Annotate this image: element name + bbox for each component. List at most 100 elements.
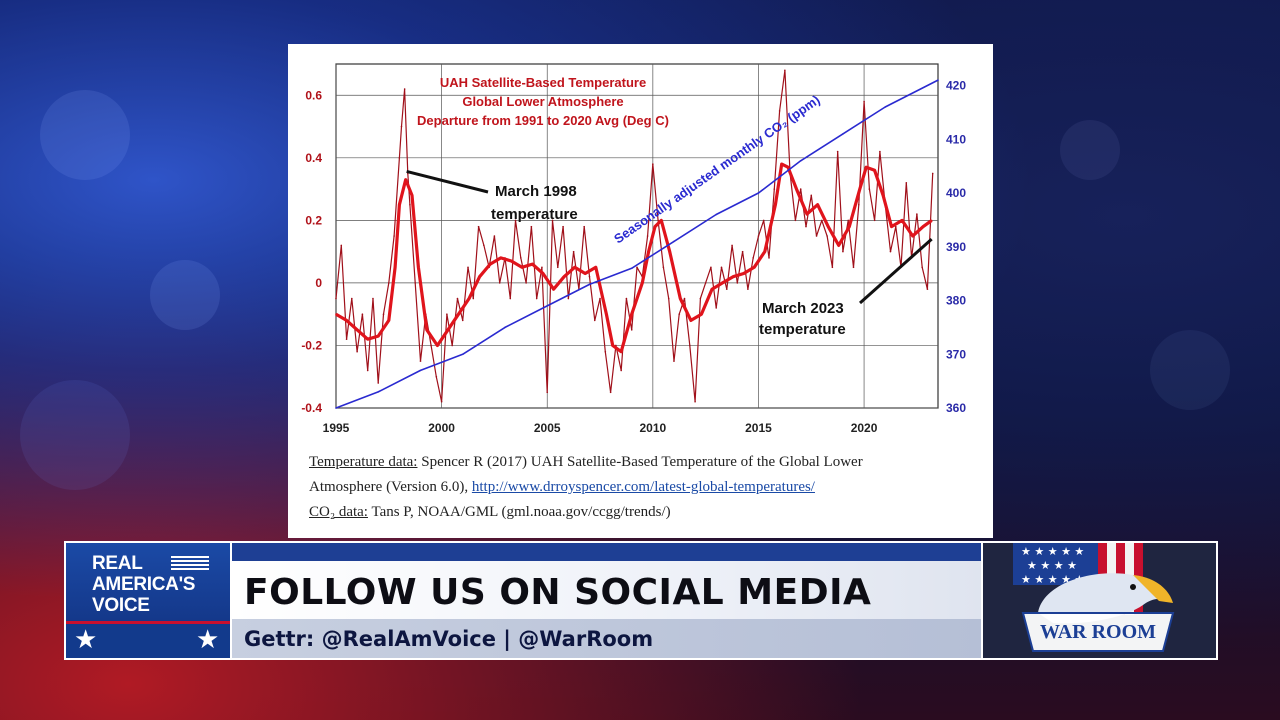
series-point: [700, 313, 703, 315]
series-point: [542, 272, 544, 275]
series-point: [747, 288, 749, 290]
series-point: [620, 350, 622, 353]
annotation-arrow: [406, 170, 489, 194]
series-point: [504, 326, 506, 329]
y2-tick-label: 410: [946, 132, 966, 146]
series-point: [694, 400, 696, 403]
star-icon: ★: [74, 625, 98, 655]
series-point: [398, 203, 401, 206]
series-point: [520, 257, 522, 259]
co2-credit-label: CO₂ data:: [309, 504, 368, 520]
series-point: [393, 235, 395, 237]
series-point: [884, 106, 886, 108]
series-point: [335, 407, 337, 409]
series-point: [763, 250, 766, 253]
series-point: [345, 319, 348, 322]
series-point: [419, 360, 422, 362]
series-point: [541, 266, 543, 269]
logo-red-stripe: [66, 621, 230, 624]
series-point: [742, 272, 745, 275]
y2-tick-label: 380: [946, 294, 966, 308]
series-point: [784, 69, 786, 72]
y-tick-label: 0.4: [305, 151, 322, 165]
series-point: [916, 213, 918, 215]
real-americas-voice-logo: REAL AMERICA'S VOICE ★ ★: [66, 543, 230, 658]
y2-tick-label: 370: [946, 347, 966, 361]
series-point: [842, 250, 844, 253]
eagle-icon: ★ ★ ★ ★ ★ ★ ★ ★ ★ ★ ★ ★ ★ ★: [983, 543, 1216, 658]
chart-figure: UAH Satellite-Based Temperature Global L…: [288, 44, 993, 538]
series-point: [351, 297, 353, 300]
series-point: [879, 150, 881, 153]
series-point: [461, 353, 464, 356]
svg-text:★ ★ ★ ★ ★: ★ ★ ★ ★ ★: [1021, 545, 1084, 558]
chart-subtitle-line: Global Lower Atmosphere: [462, 94, 623, 109]
series-point: [889, 250, 892, 253]
series-point: [583, 225, 585, 228]
series-point: [816, 203, 819, 206]
series-point: [563, 275, 565, 278]
logo-text-line: AMERICA'S: [92, 574, 196, 595]
series-point: [377, 335, 380, 337]
series-point: [356, 329, 358, 331]
series-point: [762, 219, 765, 222]
series-point: [388, 282, 390, 284]
series-point: [799, 188, 802, 190]
x-tick-label: 2010: [639, 421, 666, 435]
y-tick-label: -0.4: [301, 401, 322, 415]
annotation-1998-line2: temperature: [491, 206, 578, 223]
series-point: [472, 297, 475, 300]
y-tick-label: -0.2: [301, 338, 322, 352]
series-point: [335, 297, 337, 300]
series-point: [778, 110, 781, 112]
series-line: [335, 79, 939, 409]
series-point: [911, 235, 914, 237]
co2-credit-text: Tans P, NOAA/GML (gml.noaa.gov/ccgg/tren…: [367, 504, 671, 520]
series-point: [865, 166, 867, 168]
series-point: [409, 203, 411, 206]
series-point: [673, 360, 675, 362]
series-point: [417, 266, 420, 269]
series-point: [721, 282, 724, 284]
series-point: [411, 194, 413, 197]
y2-tick-label: 400: [946, 186, 966, 200]
series-point: [572, 250, 575, 253]
annotation-arrow: [859, 238, 933, 305]
series-point: [398, 157, 401, 159]
temperature-credit-cont: Atmosphere (Version 6.0), http://www.drr…: [309, 475, 979, 500]
series-point: [873, 219, 876, 222]
series-point: [403, 88, 406, 90]
series-point: [468, 297, 470, 300]
series-point: [435, 375, 438, 378]
bokeh-light: [40, 90, 130, 180]
series-point: [451, 344, 453, 347]
series-point: [868, 188, 871, 190]
series-point: [467, 266, 469, 269]
series-point: [787, 166, 789, 168]
series-point: [890, 225, 893, 228]
series-point: [447, 329, 449, 331]
series-point: [704, 282, 707, 284]
series-point: [753, 266, 756, 269]
series-point: [335, 313, 337, 315]
series-point: [815, 235, 818, 237]
series-point: [711, 288, 713, 290]
series-point: [683, 297, 686, 300]
series-point: [826, 235, 828, 237]
series-point: [930, 219, 933, 222]
series-point: [388, 319, 390, 322]
series-point: [710, 266, 712, 269]
chart-credits: Temperature data: Spencer R (2017) UAH S…: [309, 450, 979, 525]
x-tick-label: 1995: [323, 421, 350, 435]
series-point: [768, 257, 770, 259]
headline-top-bar: [232, 543, 981, 561]
series-point: [372, 297, 374, 300]
y-tick-label: 0.2: [305, 213, 322, 227]
y-tick-label: 0: [315, 276, 322, 290]
series-point: [584, 272, 587, 275]
temperature-data-link[interactable]: http://www.drroyspencer.com/latest-globa…: [471, 479, 815, 495]
bokeh-light: [1150, 330, 1230, 410]
series-point: [757, 192, 760, 194]
series-point: [679, 297, 682, 300]
headline-text: FOLLOW US ON SOCIAL MEDIA: [244, 572, 872, 613]
